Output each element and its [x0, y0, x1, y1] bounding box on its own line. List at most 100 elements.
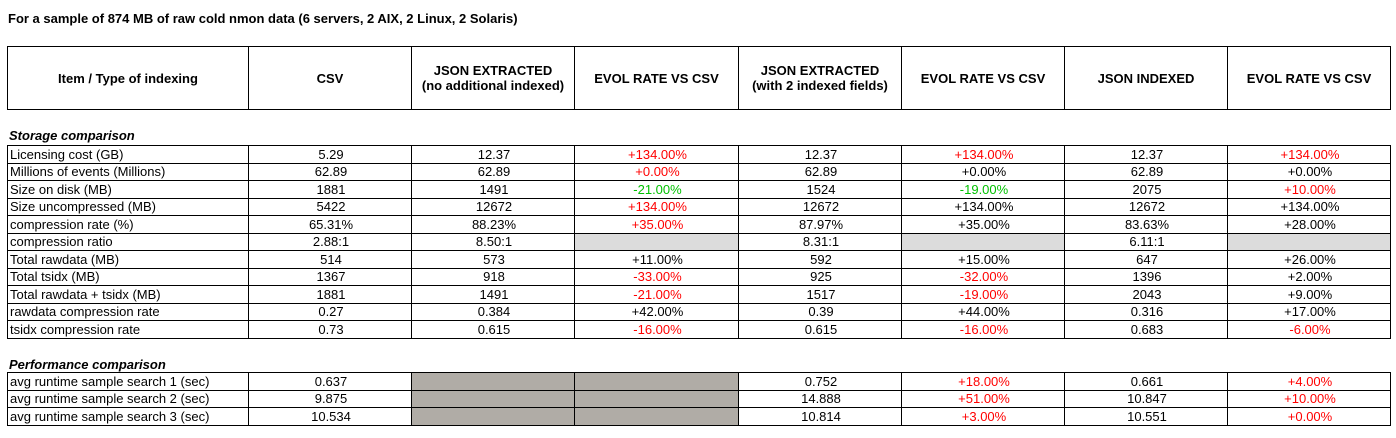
- performance-section-title: Performance comparison: [9, 357, 166, 372]
- row-label: Total tsidx (MB): [7, 267, 249, 286]
- table-cell: 5422: [248, 197, 412, 216]
- table-cell: [1227, 232, 1391, 251]
- performance-table: avg runtime sample search 1 (sec) 0.637 0.…: [7, 372, 1391, 426]
- table-row: Total tsidx (MB) 1367 918 -33.00% 925 -32.00%…: [7, 267, 1391, 286]
- table-row: Size uncompressed (MB) 5422 12672 +134.00% 1…: [7, 197, 1391, 216]
- table-cell: 1491: [411, 180, 575, 199]
- table-cell: [574, 372, 739, 391]
- table-cell: +134.00%: [574, 197, 739, 216]
- row-label: Licensing cost (GB): [7, 145, 249, 164]
- table-cell: 1524: [738, 180, 902, 199]
- table-cell: 8.31:1: [738, 232, 902, 251]
- table-cell: 10.814: [738, 407, 902, 426]
- table-cell: 12672: [738, 197, 902, 216]
- table-row: tsidx compression rate 0.73 0.615 -16.00% 0.…: [7, 320, 1391, 339]
- table-cell: 0.73: [248, 320, 412, 339]
- table-cell: +3.00%: [901, 407, 1065, 426]
- table-cell: 573: [411, 250, 575, 269]
- table-row: Size on disk (MB) 1881 1491 -21.00% 1524 -19.…: [7, 180, 1391, 199]
- table-row: Total rawdata + tsidx (MB) 1881 1491 -21.00…: [7, 285, 1391, 304]
- table-cell: 62.89: [411, 162, 575, 181]
- table-cell: 1881: [248, 180, 412, 199]
- row-label: Total rawdata (MB): [7, 250, 249, 269]
- table-cell: 592: [738, 250, 902, 269]
- table-cell: 12.37: [738, 145, 902, 164]
- table-cell: 2043: [1064, 285, 1228, 304]
- table-cell: +15.00%: [901, 250, 1065, 269]
- table-cell: -6.00%: [1227, 320, 1391, 339]
- table-cell: 62.89: [248, 162, 412, 181]
- header-table: Item / Type of indexing CSV JSON EXTRACT…: [7, 46, 1391, 110]
- row-label: compression ratio: [7, 232, 249, 251]
- table-cell: 14.888: [738, 389, 902, 408]
- header-item-type: Item / Type of indexing: [7, 46, 249, 110]
- table-cell: 2075: [1064, 180, 1228, 199]
- row-label: avg runtime sample search 1 (sec): [7, 372, 249, 391]
- table-cell: +4.00%: [1227, 372, 1391, 391]
- table-cell: 1517: [738, 285, 902, 304]
- header-row: Item / Type of indexing CSV JSON EXTRACT…: [7, 46, 1391, 110]
- header-json-extracted-indexed: JSON EXTRACTED (with 2 indexed fields): [738, 46, 902, 110]
- table-row: Total rawdata (MB) 514 573 +11.00% 592 +15.00…: [7, 250, 1391, 269]
- row-label: compression rate (%): [7, 215, 249, 234]
- table-cell: 0.661: [1064, 372, 1228, 391]
- table-cell: 65.31%: [248, 215, 412, 234]
- row-label: Size on disk (MB): [7, 180, 249, 199]
- table-cell: +35.00%: [901, 215, 1065, 234]
- header-json-indexed: JSON INDEXED: [1064, 46, 1228, 110]
- table-cell: 12672: [1064, 197, 1228, 216]
- storage-section-title: Storage comparison: [9, 128, 135, 143]
- table-cell: 647: [1064, 250, 1228, 269]
- table-cell: 1396: [1064, 267, 1228, 286]
- table-cell: 6.11:1: [1064, 232, 1228, 251]
- table-cell: 0.615: [738, 320, 902, 339]
- table-row: compression rate (%) 65.31% 88.23% +35.00% 8…: [7, 215, 1391, 234]
- row-label: avg runtime sample search 2 (sec): [7, 389, 249, 408]
- table-cell: +18.00%: [901, 372, 1065, 391]
- table-cell: +9.00%: [1227, 285, 1391, 304]
- table-cell: [411, 389, 575, 408]
- table-cell: +51.00%: [901, 389, 1065, 408]
- table-cell: -19.00%: [901, 285, 1065, 304]
- table-cell: 0.39: [738, 302, 902, 321]
- table-cell: [901, 232, 1065, 251]
- table-row: compression ratio 2.88:1 8.50:1 8.31:1 6.11:…: [7, 232, 1391, 251]
- table-cell: +42.00%: [574, 302, 739, 321]
- table-cell: 918: [411, 267, 575, 286]
- table-cell: 0.637: [248, 372, 412, 391]
- table-row: Millions of events (Millions) 62.89 62.89 +…: [7, 162, 1391, 181]
- table-cell: 1367: [248, 267, 412, 286]
- table-cell: -16.00%: [574, 320, 739, 339]
- table-cell: -21.00%: [574, 285, 739, 304]
- table-cell: +35.00%: [574, 215, 739, 234]
- table-cell: 12.37: [1064, 145, 1228, 164]
- row-label: Millions of events (Millions): [7, 162, 249, 181]
- page-title: For a sample of 874 MB of raw cold nmon …: [8, 11, 518, 26]
- table-cell: 12.37: [411, 145, 575, 164]
- table-cell: +0.00%: [1227, 162, 1391, 181]
- table-cell: -32.00%: [901, 267, 1065, 286]
- table-cell: +17.00%: [1227, 302, 1391, 321]
- table-cell: +134.00%: [901, 197, 1065, 216]
- table-row: rawdata compression rate 0.27 0.384 +42.00%…: [7, 302, 1391, 321]
- table-cell: 1881: [248, 285, 412, 304]
- table-row: avg runtime sample search 3 (sec) 10.534 1…: [7, 407, 1391, 426]
- table-cell: 83.63%: [1064, 215, 1228, 234]
- table-cell: 9.875: [248, 389, 412, 408]
- table-cell: +134.00%: [1227, 145, 1391, 164]
- table-row: avg runtime sample search 1 (sec) 0.637 0.…: [7, 372, 1391, 391]
- header-evol-rate-1: EVOL RATE VS CSV: [574, 46, 739, 110]
- table-cell: [574, 389, 739, 408]
- table-cell: 514: [248, 250, 412, 269]
- table-cell: -33.00%: [574, 267, 739, 286]
- table-cell: 12672: [411, 197, 575, 216]
- table-cell: 10.534: [248, 407, 412, 426]
- table-cell: 62.89: [1064, 162, 1228, 181]
- table-cell: +2.00%: [1227, 267, 1391, 286]
- table-row: avg runtime sample search 2 (sec) 9.875 14…: [7, 389, 1391, 408]
- header-json-extracted-no-index: JSON EXTRACTED (no additional indexed): [411, 46, 575, 110]
- table-cell: 0.316: [1064, 302, 1228, 321]
- row-label: tsidx compression rate: [7, 320, 249, 339]
- table-cell: 0.752: [738, 372, 902, 391]
- table-cell: 925: [738, 267, 902, 286]
